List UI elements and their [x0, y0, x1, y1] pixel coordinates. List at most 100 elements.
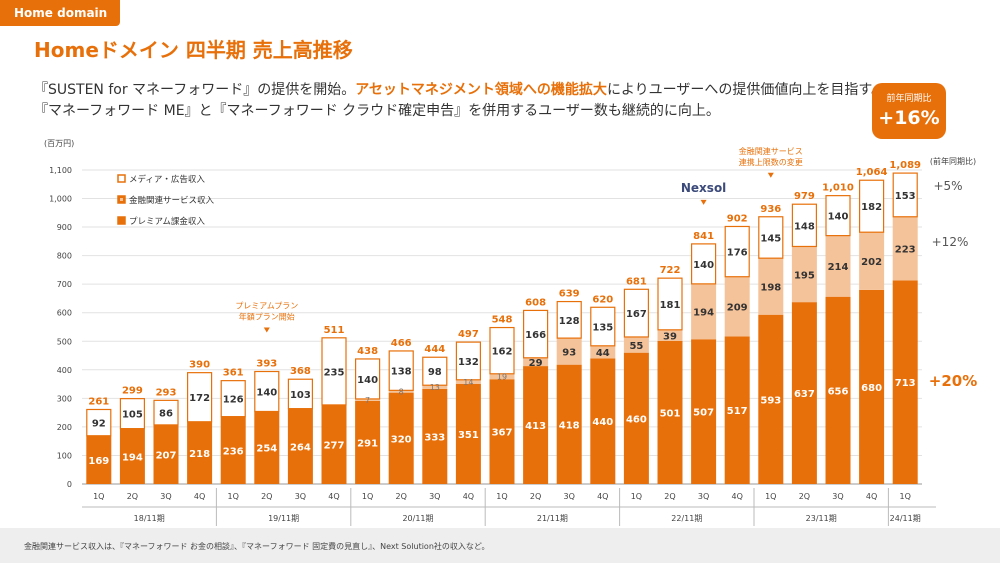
footer: 金融関連サービス収入は、『マネーフォワード お金の相談』、『マネーフォワード 固…	[0, 528, 1000, 563]
bar-media	[187, 372, 213, 423]
bar-finance	[859, 232, 885, 290]
bar-finance	[422, 385, 448, 389]
bar-media	[153, 399, 179, 426]
bar-premium	[388, 392, 414, 484]
yoy-finance: +12%	[932, 235, 969, 249]
bar-finance	[623, 336, 649, 353]
finance-value-label: 55	[629, 341, 643, 352]
finance-value-label: 44	[596, 348, 610, 359]
bar-premium	[287, 408, 313, 484]
premium-value-label: 413	[525, 421, 546, 432]
fiscal-year-label: 20/11期	[402, 514, 433, 523]
premium-value-label: 236	[223, 446, 244, 457]
bar-premium	[825, 296, 851, 484]
media-value-label: 86	[159, 409, 173, 420]
annotation-text: 年額プラン開始	[239, 312, 295, 322]
finance-value-label: 19	[497, 373, 507, 382]
bar-finance	[691, 283, 717, 340]
bar-media	[858, 179, 885, 233]
x-tick-label: 1Q	[228, 492, 239, 501]
total-value-label: 979	[794, 191, 815, 202]
bar-media	[422, 356, 448, 386]
bar-premium	[153, 424, 179, 484]
total-value-label: 511	[324, 325, 345, 336]
finance-value-label: 14	[463, 378, 473, 387]
x-tick-label: 2Q	[799, 492, 810, 501]
media-value-label: 128	[559, 316, 580, 327]
total-value-label: 620	[592, 294, 613, 305]
fiscal-year-label: 22/11期	[671, 514, 702, 523]
fiscal-year-label: 19/11期	[268, 514, 299, 523]
premium-value-label: 333	[424, 432, 445, 443]
media-value-label: 98	[428, 367, 442, 378]
fiscal-year-label: 23/11期	[806, 514, 837, 523]
bar-media	[892, 172, 918, 218]
y-tick-label: 800	[57, 252, 72, 261]
bar-media	[825, 195, 851, 237]
bar-finance	[825, 235, 851, 297]
media-value-label: 145	[760, 233, 781, 244]
description-line-2: 『マネーフォワード ME』と『マネーフォワード クラウド確定申告』を併用するユー…	[34, 103, 720, 119]
total-value-label: 390	[189, 360, 210, 371]
nexsol-logo: Nexsol	[681, 181, 726, 195]
media-value-label: 153	[895, 191, 916, 202]
annotation-arrow	[767, 172, 774, 178]
bar-premium	[355, 400, 381, 484]
bar-premium	[422, 388, 448, 484]
x-tick-label: 1Q	[362, 492, 373, 501]
finance-value-label: 202	[861, 257, 882, 268]
bar-premium	[556, 364, 582, 484]
x-tick-label: 4Q	[866, 492, 877, 501]
bar-media	[522, 309, 549, 359]
finance-value-label: 194	[693, 308, 714, 319]
premium-value-label: 194	[122, 452, 143, 463]
finance-value-label: 39	[663, 331, 677, 342]
total-value-label: 393	[256, 359, 277, 370]
total-value-label: 1,089	[889, 160, 921, 171]
media-value-label: 140	[693, 260, 714, 271]
total-value-label: 368	[290, 366, 311, 377]
bar-finance	[892, 216, 918, 281]
y-tick-label: 700	[57, 280, 72, 289]
bar-premium	[691, 339, 717, 484]
finance-value-label: 198	[760, 282, 781, 293]
bar-media	[355, 358, 381, 400]
total-value-label: 722	[660, 265, 681, 276]
bar-premium	[590, 358, 616, 484]
total-value-label: 639	[559, 289, 580, 300]
media-value-label: 167	[626, 309, 647, 320]
bar-finance	[455, 379, 481, 384]
bar-finance	[523, 357, 549, 367]
media-value-label: 140	[357, 375, 378, 386]
description-highlight: アセットマネジメント領域への機能拡大	[355, 82, 607, 98]
media-value-label: 135	[592, 323, 613, 334]
bar-premium	[758, 314, 784, 484]
bar-media	[690, 243, 717, 285]
bar-premium	[489, 379, 515, 484]
annotation-text: 金融関連サービス	[739, 146, 803, 156]
yoy-premium: +20%	[929, 372, 977, 390]
x-tick-label: 2Q	[530, 492, 541, 501]
x-tick-label: 1Q	[93, 492, 104, 501]
annotation-arrow	[263, 327, 270, 333]
bar-premium	[455, 383, 481, 484]
legend-swatch-media	[117, 174, 126, 183]
total-value-label: 261	[88, 396, 109, 407]
x-tick-label: 1Q	[900, 492, 911, 501]
finance-value-label: 195	[794, 270, 815, 281]
x-tick-label: 1Q	[496, 492, 507, 501]
total-value-label: 466	[391, 338, 412, 349]
y-tick-label: 300	[57, 394, 72, 403]
bar-finance	[556, 338, 582, 365]
premium-value-label: 517	[727, 406, 748, 417]
bar-finance	[758, 258, 784, 315]
legend-label-finance: 金融関連サービス収入	[129, 195, 215, 206]
finance-value-label: 93	[562, 347, 576, 358]
premium-value-label: 507	[693, 408, 714, 419]
finance-value-label: 223	[895, 245, 916, 256]
bar-media	[388, 350, 414, 391]
bar-premium	[623, 352, 649, 484]
yoy-badge: 前年同期比 +16%	[872, 83, 946, 139]
total-value-label: 548	[492, 315, 513, 326]
y-tick-label: 1,100	[49, 166, 72, 175]
